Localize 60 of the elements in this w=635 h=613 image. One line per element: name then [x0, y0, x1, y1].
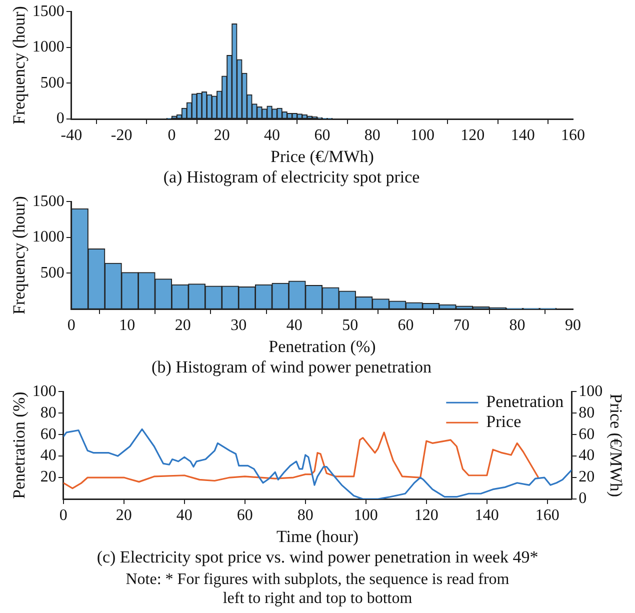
y2-tick-label: 100	[578, 382, 603, 400]
x-tick-label: -40	[60, 126, 82, 144]
x-tick-label: -20	[110, 126, 132, 144]
y-axis-title: Frequency (hour)	[10, 196, 29, 315]
y2-tick-label: 60	[578, 426, 595, 443]
y-tick-label: 1000	[32, 38, 64, 56]
y2-tick-label: 0	[578, 490, 587, 508]
legend-label: Penetration	[486, 392, 564, 412]
x-tick-label: 40	[286, 316, 302, 334]
x-tick-label: 90	[565, 316, 581, 334]
y-tick-label: 1000	[32, 228, 64, 246]
x-axis-title: Time (hour)	[276, 526, 359, 546]
x-tick-label: 20	[174, 316, 191, 334]
text: Note: * For figures with subplots, the sequence is read from left to right and top to bottom	[124, 570, 510, 608]
x-tick-label: 80	[297, 506, 314, 524]
x-tick-label: 140	[510, 126, 535, 144]
x-tick-label: 40	[176, 506, 192, 524]
x-tick-label: 10	[119, 316, 136, 334]
x-tick-label: 80	[509, 316, 526, 334]
x-tick-label: 20	[214, 126, 230, 144]
x-tick-label: 0	[168, 126, 176, 144]
x-tick-label: 120	[460, 126, 485, 144]
y2-tick-label: 40	[578, 447, 595, 464]
x-axis-title: Price (€/MWh)	[270, 146, 374, 166]
x-tick-label: 20	[116, 506, 132, 524]
y2-tick-label: 80	[578, 404, 595, 422]
x-tick-label: 160	[561, 126, 585, 144]
x-tick-label: 100	[354, 506, 378, 524]
x-tick-label: 30	[230, 316, 247, 334]
y-tick-label: 40	[40, 447, 56, 464]
x-tick-label: 60	[398, 316, 414, 334]
y2-axis-title: Price (€/MWh)	[606, 394, 626, 497]
y-tick-label: 60	[40, 426, 56, 443]
legend-label: Price	[486, 412, 522, 432]
y-axis-title: Frequency (hour)	[10, 6, 29, 125]
text: (a) Histogram of electricity spot price	[163, 167, 420, 186]
y-tick-label: 80	[40, 404, 56, 422]
x-tick-label: 0	[67, 316, 76, 334]
text: (b) Histogram of wind power penetration	[152, 357, 432, 376]
y-tick-label: 100	[32, 382, 56, 400]
x-tick-label: 120	[414, 506, 438, 524]
y-tick-label: 0	[56, 110, 64, 128]
y-tick-label: 20	[40, 468, 56, 486]
x-tick-label: 60	[236, 506, 253, 524]
text: (c) Electricity spot price vs. wind power penetration in week 49*	[96, 547, 538, 566]
x-tick-label: 40	[264, 126, 280, 144]
x-axis-title: Penetration (%)	[268, 336, 376, 356]
x-tick-label: 70	[454, 316, 470, 334]
x-tick-label: 50	[342, 316, 358, 334]
x-tick-label: 140	[474, 506, 499, 524]
x-tick-label: 160	[535, 506, 560, 524]
y-tick-label: 500	[40, 264, 64, 282]
y2-tick-label: 20	[578, 468, 595, 486]
x-tick-label: 100	[410, 126, 435, 144]
y-tick-label: 1500	[32, 192, 64, 210]
y-tick-label: 1500	[32, 2, 64, 20]
y-tick-label: 500	[40, 74, 64, 92]
x-tick-label: 60	[314, 126, 330, 144]
y-axis-title: Penetration (%)	[10, 392, 29, 499]
x-tick-label: 80	[364, 126, 380, 144]
